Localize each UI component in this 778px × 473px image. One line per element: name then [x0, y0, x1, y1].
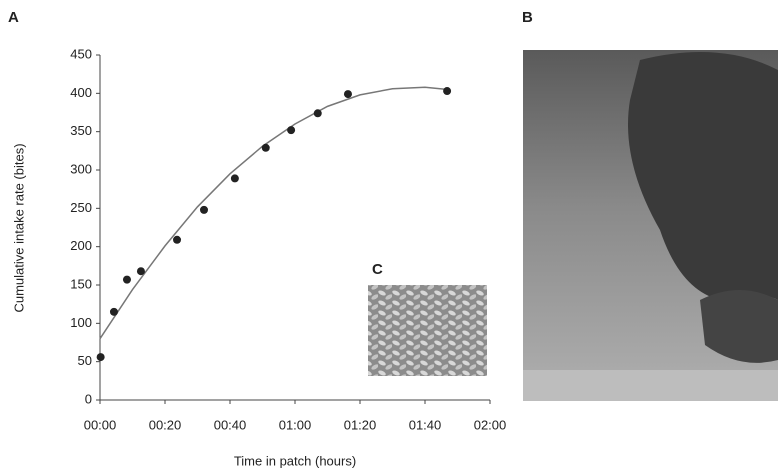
data-point: [136, 267, 145, 276]
plot: 0 50 100 150 200 250 300 350 400 450 00:00 00:20 00:…: [70, 46, 506, 432]
y-tick-label: 350: [70, 123, 92, 138]
fit-line: [99, 86, 448, 340]
photo-b: [523, 50, 778, 401]
photo-c: [368, 285, 487, 376]
data-point: [122, 275, 131, 284]
x-tick-label: 00:20: [149, 417, 182, 432]
x-tick-label: 01:40: [409, 417, 442, 432]
y-tick-label: 450: [70, 46, 92, 61]
data-point: [261, 143, 270, 152]
data-point: [96, 353, 105, 362]
x-axis-title: Time in patch (hours): [234, 453, 356, 468]
data-point: [230, 174, 239, 183]
x-tick-label: 01:00: [279, 417, 312, 432]
panel-label: C: [372, 261, 383, 278]
data-point: [287, 126, 296, 135]
y-tick-label: 250: [70, 200, 92, 215]
x-tick-label: 02:00: [474, 417, 507, 432]
y-tick-label: 400: [70, 85, 92, 100]
y-tick-label: 0: [85, 391, 92, 406]
data-point: [443, 87, 452, 96]
y-tick-label: 150: [70, 276, 92, 291]
panel-label: A: [8, 9, 19, 26]
x-tick-label: 01:20: [344, 417, 377, 432]
data-point: [343, 90, 352, 99]
x-tick-label: 00:00: [84, 417, 117, 432]
y-tick-label: 50: [78, 353, 92, 368]
data-point: [173, 235, 182, 244]
data-point: [313, 109, 322, 118]
y-tick-label: 300: [70, 161, 92, 176]
y-tick-label: 100: [70, 315, 92, 330]
panel-label: B: [522, 9, 533, 26]
y-axis-title: Cumulative intake rate (bites): [11, 143, 26, 312]
data-point: [109, 307, 118, 316]
y-tick-label: 200: [70, 238, 92, 253]
x-tick-label: 00:40: [214, 417, 247, 432]
data-point: [200, 205, 208, 214]
